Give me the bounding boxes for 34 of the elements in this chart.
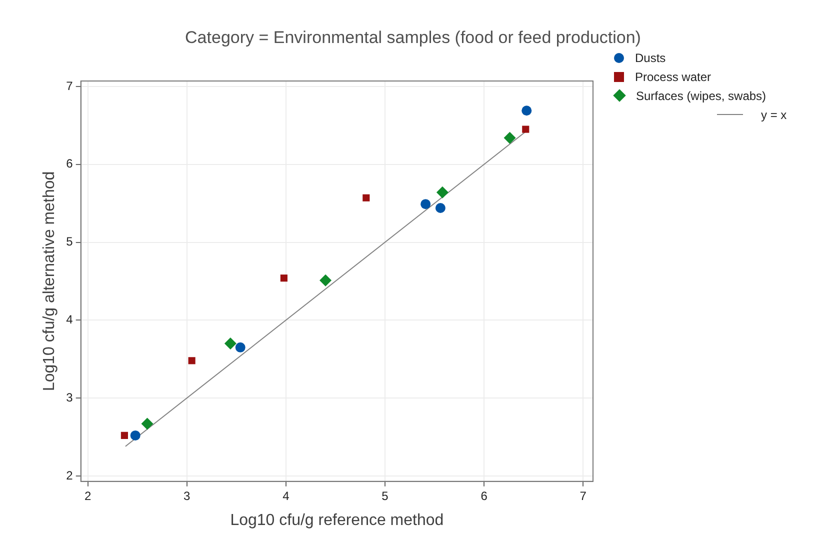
x-tick-label: 2: [84, 488, 92, 503]
point: [235, 342, 246, 352]
x-tick-label: 3: [184, 488, 191, 503]
legend-label: Dusts: [635, 50, 666, 64]
legend-label: Surfaces (wipes, swabs): [636, 88, 766, 102]
y-tick-label: 7: [66, 78, 74, 93]
point: [522, 126, 530, 133]
point: [522, 106, 532, 116]
chart-title: Category = Environmental samples (food or feed production): [184, 28, 642, 48]
point: [280, 274, 288, 282]
point: [141, 418, 154, 430]
point: [130, 430, 140, 440]
legend-label: y = x: [761, 108, 787, 122]
point: [120, 432, 128, 439]
y-tick-label: 5: [66, 234, 74, 249]
point: [224, 338, 236, 350]
point: [420, 199, 431, 210]
y-tick-label: 6: [66, 156, 74, 171]
y-tick-label: 4: [66, 312, 74, 326]
y-axis-title: Log10 cfu/g alternative method: [41, 171, 58, 392]
legend-label: Process water: [635, 70, 712, 84]
x-tick-label: 7: [580, 488, 587, 503]
point: [188, 357, 196, 364]
x-tick-label: 5: [382, 488, 389, 503]
point: [436, 186, 448, 198]
y-tick-label: 3: [66, 390, 74, 404]
point: [435, 202, 446, 213]
x-axis-title: Log10 cfu/g reference method: [230, 512, 444, 529]
point: [320, 274, 332, 286]
x-tick-label: 4: [282, 488, 290, 503]
y-tick-label: 2: [66, 468, 74, 482]
point: [504, 132, 516, 144]
point: [362, 194, 370, 202]
x-tick-label: 6: [480, 488, 488, 503]
